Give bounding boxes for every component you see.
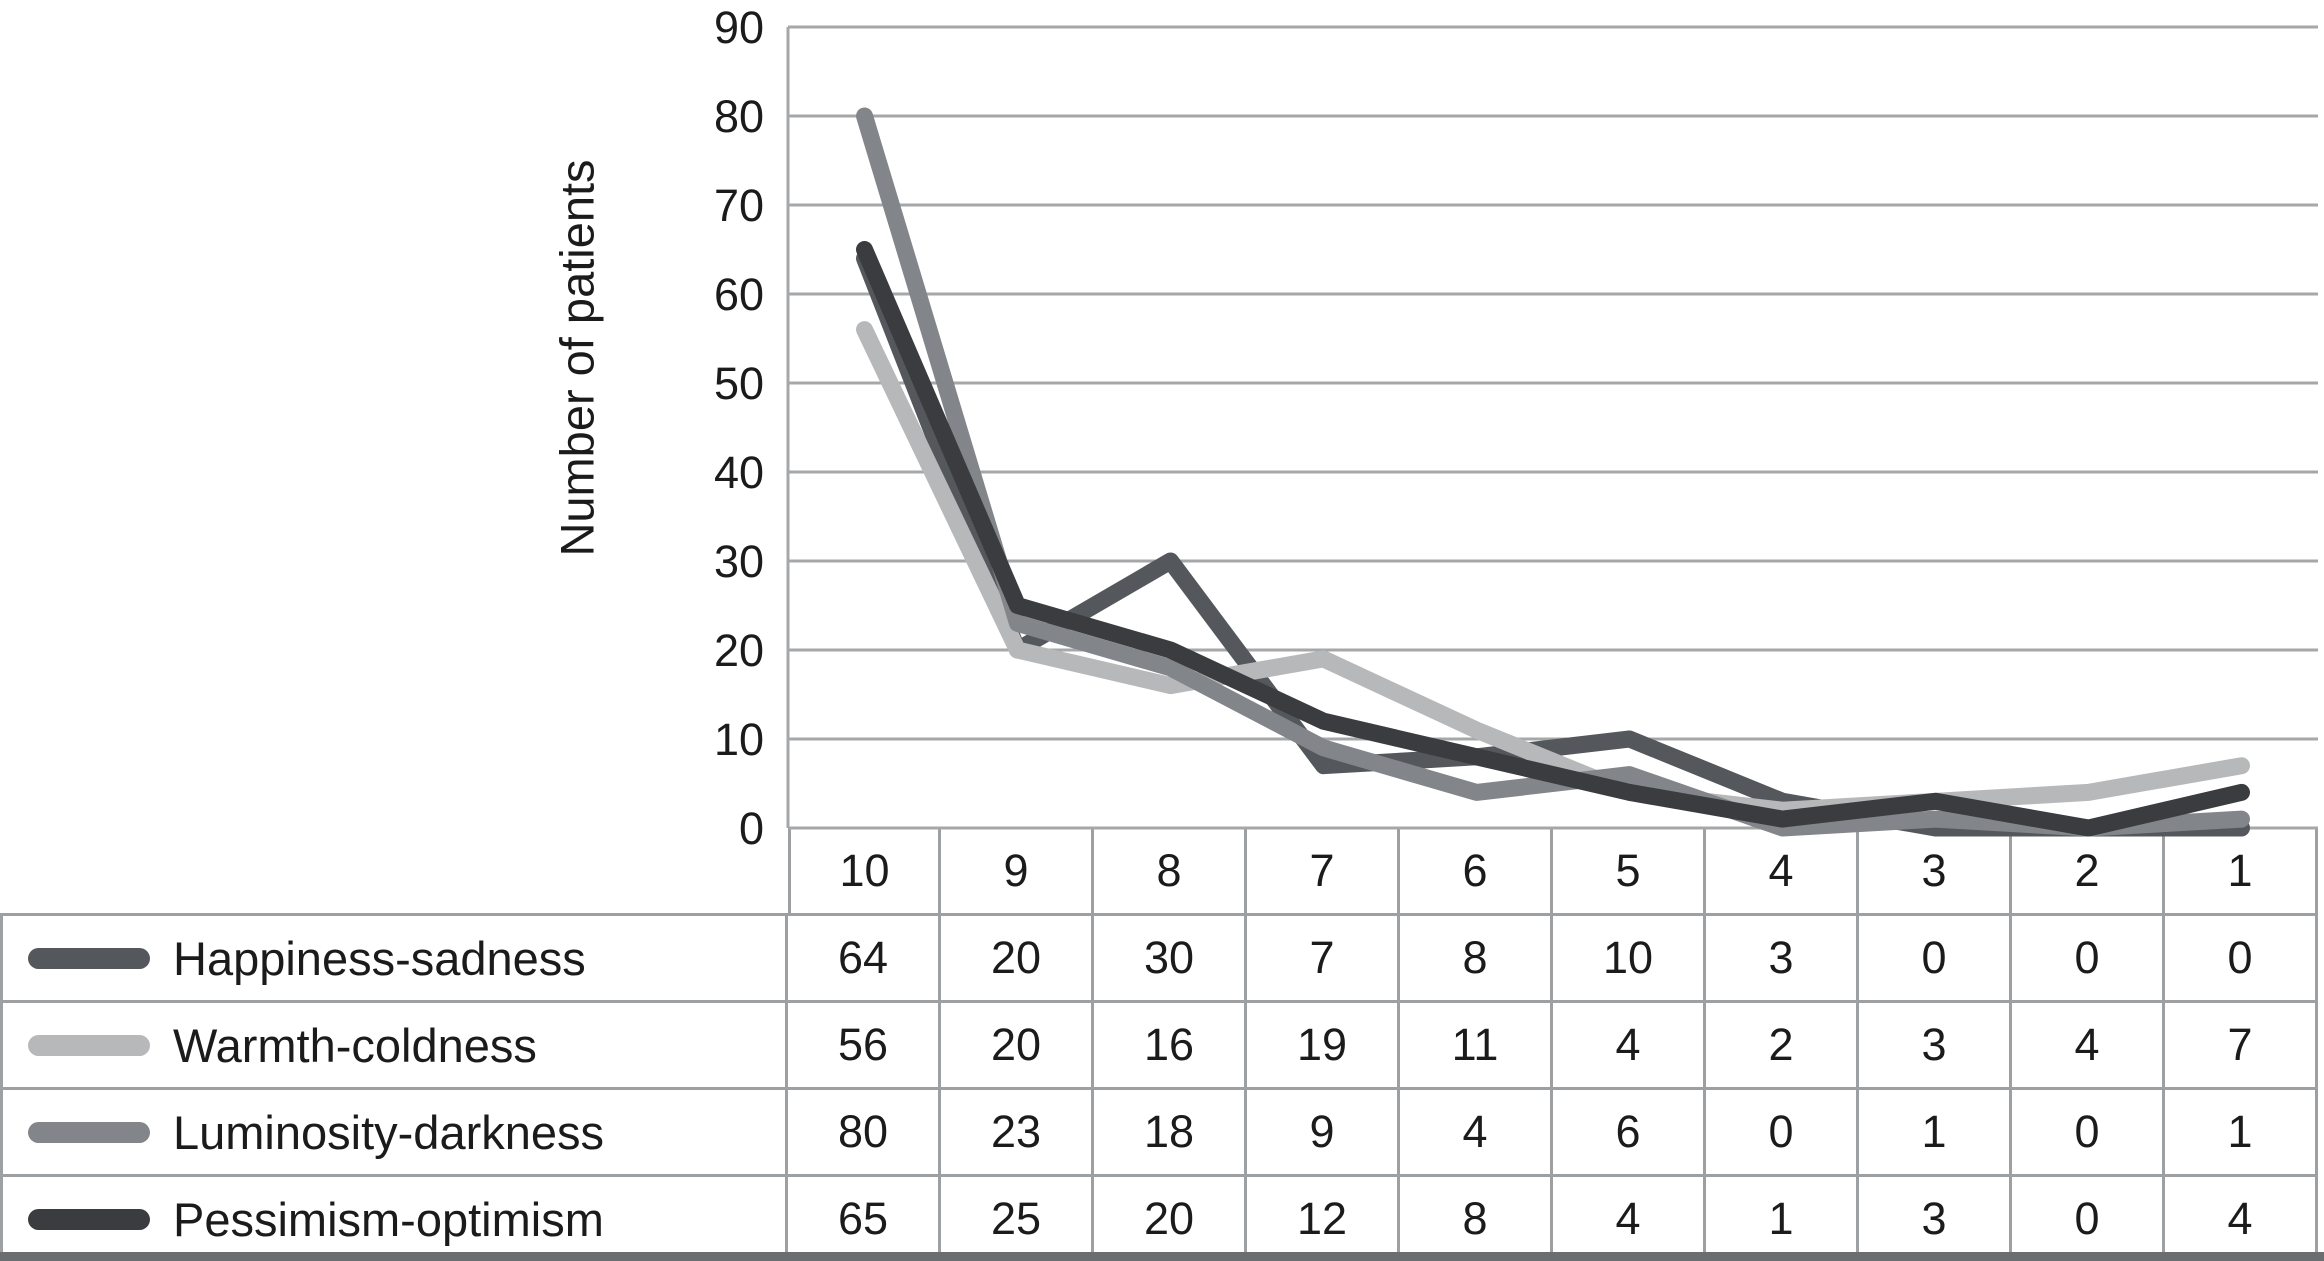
y-tick-label: 10: [714, 714, 764, 765]
value-cell: 3: [1859, 1177, 2012, 1261]
series-line-pessimism-optimism: [856, 241, 2250, 837]
y-tick-label: 60: [714, 269, 764, 320]
value-cell: 0: [2012, 916, 2165, 1000]
category-header-cell: 2: [2012, 828, 2165, 913]
legend-label: Pessimism-optimism: [173, 1192, 604, 1246]
series-line-warmth-coldness: [856, 321, 2250, 819]
category-header-cell: 3: [1859, 828, 2012, 913]
value-cell: 4: [2165, 1177, 2318, 1261]
value-cell: 9: [1247, 1090, 1400, 1174]
value-cell: 4: [1553, 1177, 1706, 1261]
table-row: Luminosity-darkness 80 23 18 9 4 6 0 1 0 1: [0, 1087, 2318, 1174]
category-header-cell: 5: [1553, 828, 1706, 913]
category-header-cell: 7: [1247, 828, 1400, 913]
value-cell: 65: [788, 1177, 941, 1261]
value-cell: 19: [1247, 1003, 1400, 1087]
legend-swatch: [28, 1208, 150, 1230]
y-tick-label: 20: [714, 625, 764, 676]
y-tick-label: 50: [714, 358, 764, 409]
category-header-cell: 8: [1094, 828, 1247, 913]
value-cell: 0: [2012, 1090, 2165, 1174]
table-row: Warmth-coldness 56 20 16 19 11 4 2 3 4 7: [0, 1000, 2318, 1087]
figure-bottom-border: [0, 1252, 2324, 1261]
category-header-cell: 6: [1400, 828, 1553, 913]
category-header-cell: 1: [2165, 828, 2318, 913]
legend-cell: Luminosity-darkness: [3, 1090, 788, 1174]
value-cell: 4: [2012, 1003, 2165, 1087]
table-row: Pessimism-optimism 65 25 20 12 8 4 1 3 0 4: [0, 1174, 2318, 1261]
value-cell: 7: [2165, 1003, 2318, 1087]
y-axis-title: Number of patients: [550, 159, 604, 557]
series-line-luminosity-darkness: [856, 107, 2250, 837]
series-line-happiness-sadness: [856, 249, 2250, 837]
value-cell: 7: [1247, 916, 1400, 1000]
value-cell: 30: [1094, 916, 1247, 1000]
value-cell: 4: [1553, 1003, 1706, 1087]
value-cell: 56: [788, 1003, 941, 1087]
value-cell: 25: [941, 1177, 1094, 1261]
category-header-cell: 9: [941, 828, 1094, 913]
value-cell: 80: [788, 1090, 941, 1174]
value-cell: 1: [2165, 1090, 2318, 1174]
value-cell: 10: [1553, 916, 1706, 1000]
value-cell: 18: [1094, 1090, 1247, 1174]
value-cell: 3: [1859, 1003, 2012, 1087]
value-cell: 23: [941, 1090, 1094, 1174]
y-tick-label: 80: [714, 91, 764, 142]
legend-cell: Warmth-coldness: [3, 1003, 788, 1087]
value-cell: 20: [941, 1003, 1094, 1087]
y-tick-label: 90: [714, 2, 764, 53]
value-cell: 8: [1400, 1177, 1553, 1261]
legend-swatch: [28, 947, 150, 969]
y-tick-label: 40: [714, 447, 764, 498]
category-header-cell: 10: [788, 828, 941, 913]
legend-cell: Pessimism-optimism: [3, 1177, 788, 1261]
value-cell: 6: [1553, 1090, 1706, 1174]
y-tick-label: 70: [714, 180, 764, 231]
legend-cell: Happiness-sadness: [3, 916, 788, 1000]
value-cell: 0: [1706, 1090, 1859, 1174]
value-cell: 8: [1400, 916, 1553, 1000]
y-axis-tick-labels: 90 80 70 60 50 40 30 20 10 0: [714, 2, 764, 854]
value-cell: 0: [2012, 1177, 2165, 1261]
legend-label: Warmth-coldness: [173, 1018, 537, 1072]
value-cell: 11: [1400, 1003, 1553, 1087]
value-cell: 0: [2165, 916, 2318, 1000]
legend-swatch: [28, 1121, 150, 1143]
value-cell: 3: [1706, 916, 1859, 1000]
legend-label: Happiness-sadness: [173, 931, 586, 985]
gridlines: [788, 25, 2318, 830]
value-cell: 1: [1706, 1177, 1859, 1261]
value-cell: 12: [1247, 1177, 1400, 1261]
legend-label: Luminosity-darkness: [173, 1105, 605, 1159]
y-tick-label: 30: [714, 536, 764, 587]
series-lines: [856, 107, 2250, 837]
value-cell: 20: [941, 916, 1094, 1000]
value-cell: 2: [1706, 1003, 1859, 1087]
value-cell: 4: [1400, 1090, 1553, 1174]
value-cell: 16: [1094, 1003, 1247, 1087]
value-cell: 1: [1859, 1090, 2012, 1174]
value-cell: 64: [788, 916, 941, 1000]
table-row: Happiness-sadness 64 20 30 7 8 10 3 0 0 0: [0, 913, 2318, 1000]
value-cell: 20: [1094, 1177, 1247, 1261]
y-tick-label: 0: [739, 803, 764, 854]
value-cell: 0: [1859, 916, 2012, 1000]
category-header-cell: 4: [1706, 828, 1859, 913]
legend-swatch: [28, 1034, 150, 1056]
